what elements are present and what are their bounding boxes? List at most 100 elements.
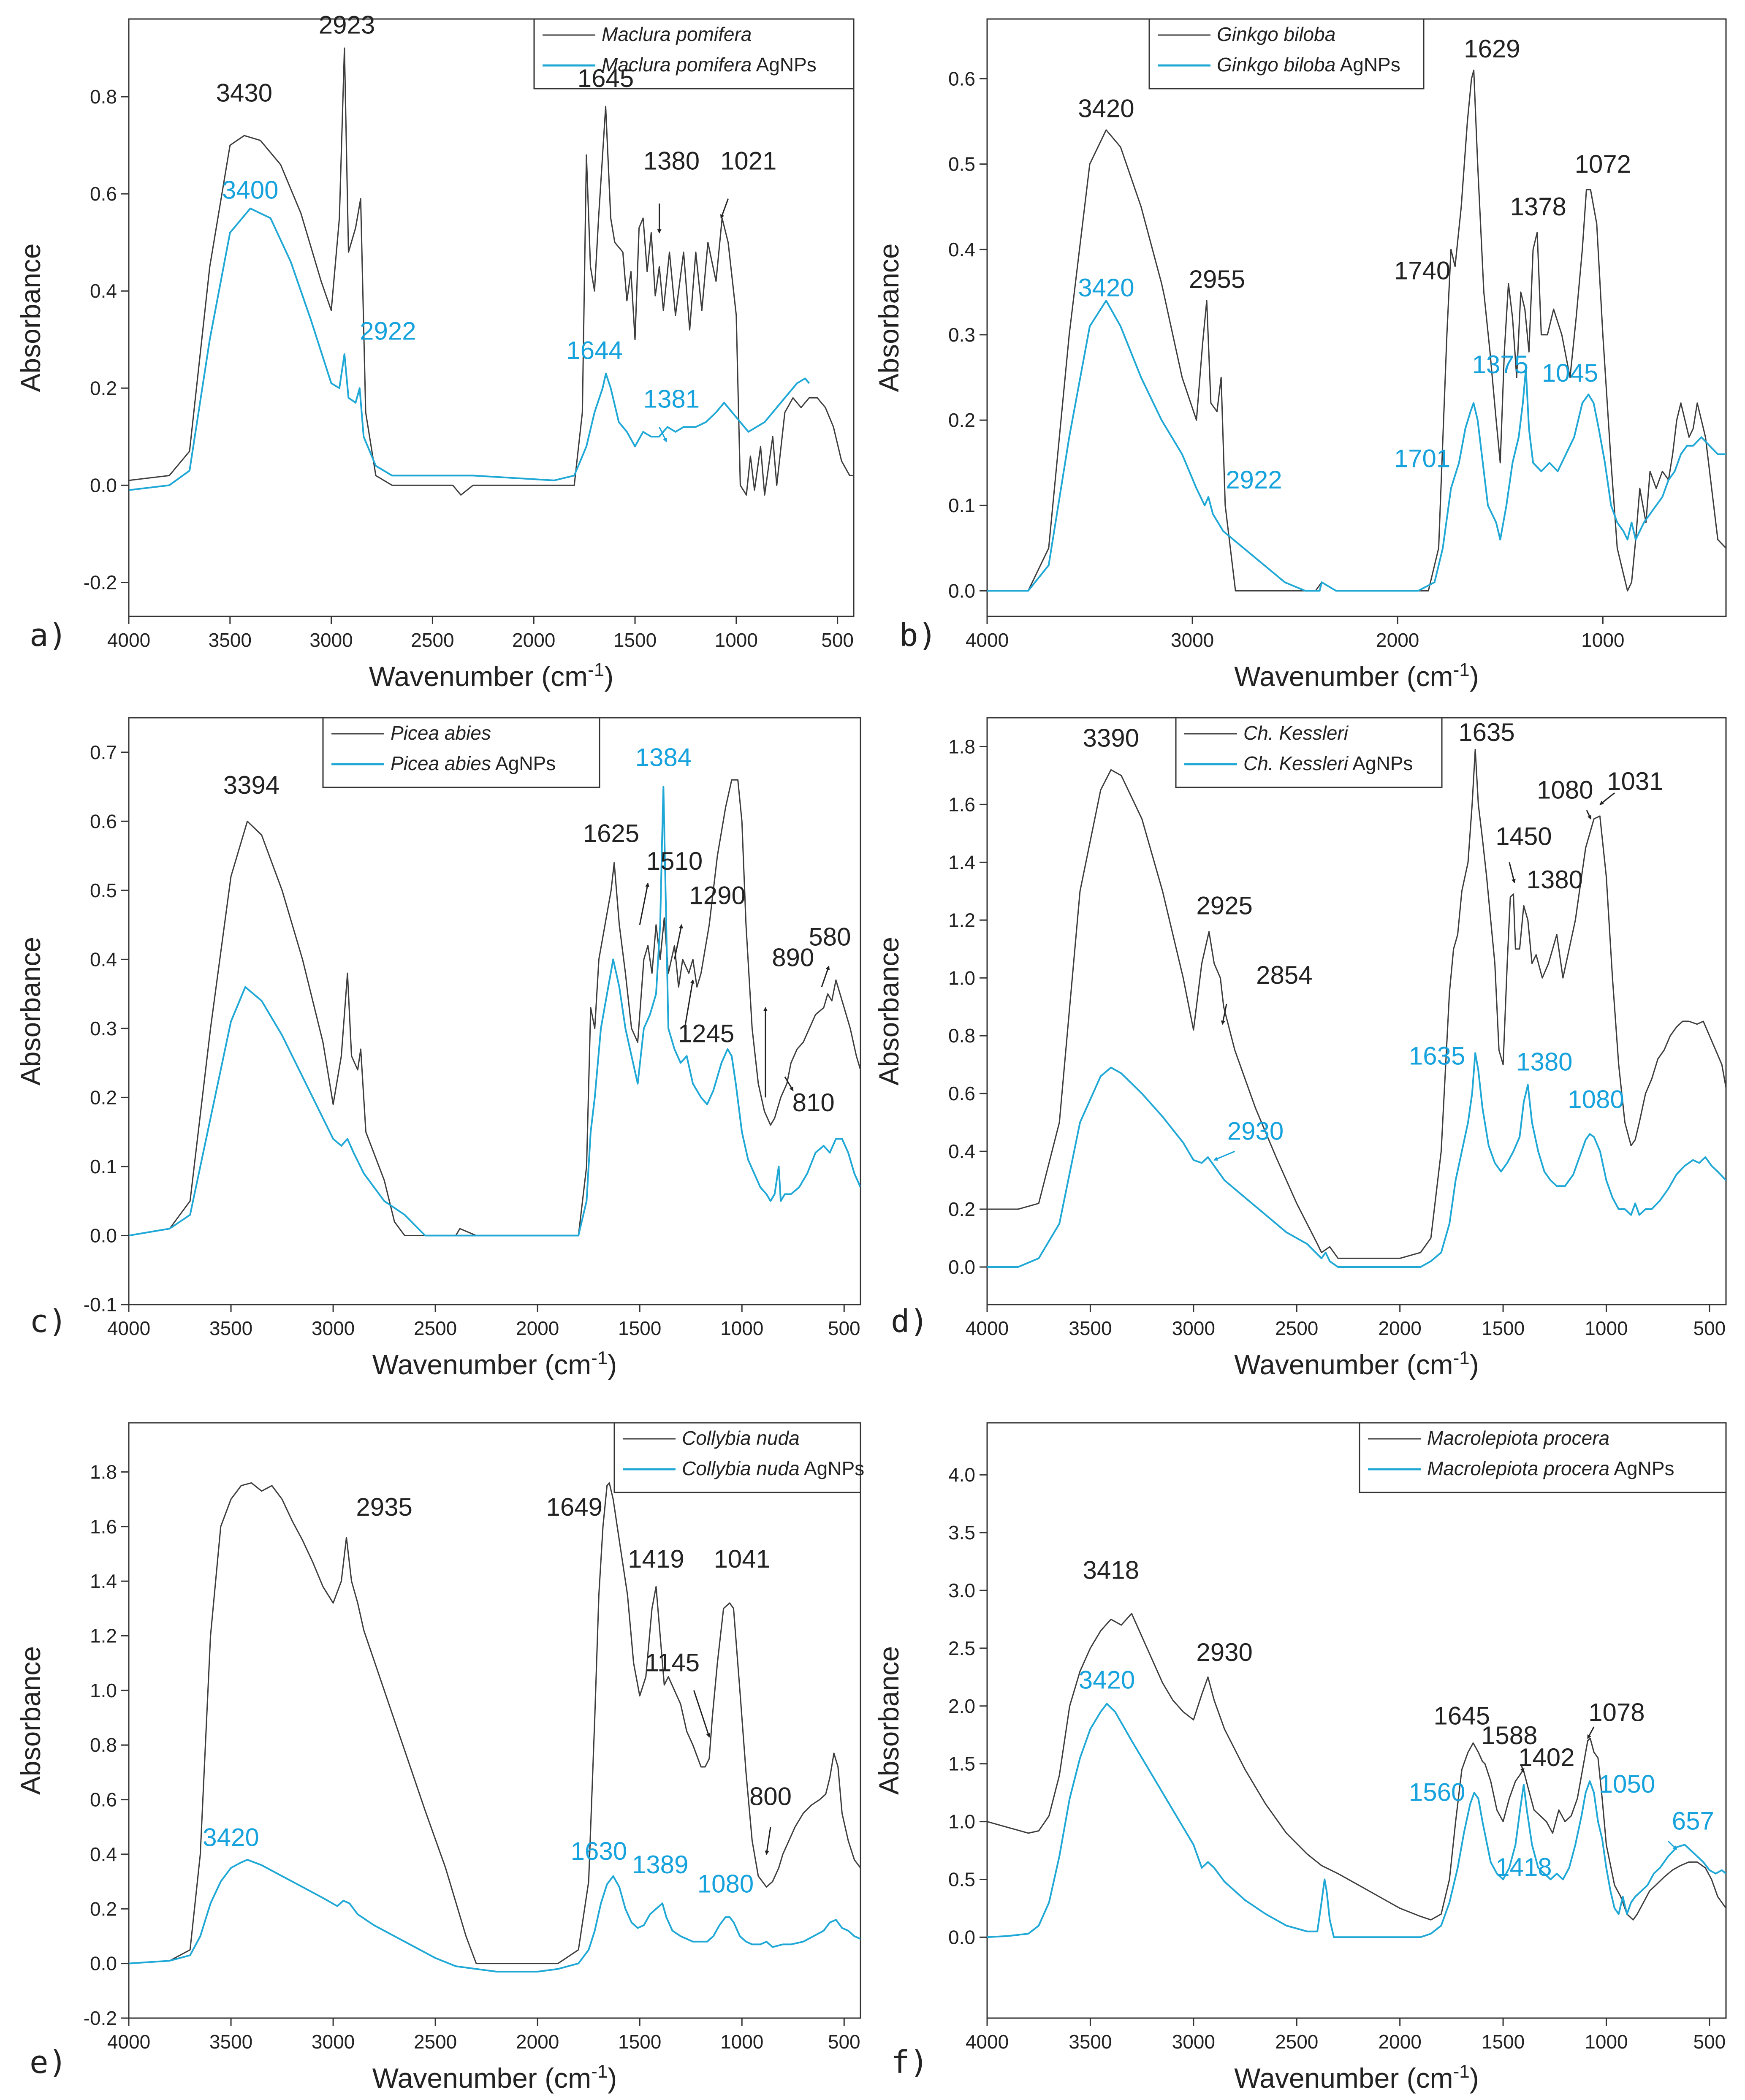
y-tick-label: 0.4 <box>90 948 117 970</box>
x-tick-label: 3000 <box>1171 629 1214 651</box>
y-tick-label: 0.2 <box>90 1086 117 1108</box>
y-tick-label: 1.5 <box>948 1753 975 1775</box>
panel-f: 4000 3500 3000 2500 2000 1500 1000 500 0.0 0.5 1.0… <box>873 1422 1727 2094</box>
peak-label-extract: 1645 <box>578 64 634 92</box>
plot-frame <box>986 1422 1727 2019</box>
panel-letter: e) <box>30 2044 67 2081</box>
y-axis-label: Absorbance <box>15 937 46 1085</box>
x-tick-label: 3500 <box>1069 1317 1112 1339</box>
peak-label-agnps: 1380 <box>1516 1047 1572 1076</box>
peak-label-agnps: 1635 <box>1409 1042 1465 1070</box>
peak-label-extract: 1635 <box>1458 718 1514 746</box>
series-line-extract <box>129 1482 860 1964</box>
x-tick-label: 3000 <box>309 629 353 651</box>
legend: Ginkgo biloba Ginkgo biloba AgNPs <box>1148 18 1425 90</box>
x-tick-label: 3000 <box>1172 2031 1215 2053</box>
peak-label-extract: 1649 <box>546 1493 602 1521</box>
legend-entry: Picea abies <box>391 722 491 744</box>
annotation-arrow <box>1586 810 1592 820</box>
peak-label-extract: 2930 <box>1196 1638 1252 1666</box>
annotation-arrow <box>639 882 649 925</box>
peak-label-extract: 580 <box>809 923 851 951</box>
y-axis-label: Absorbance <box>873 937 904 1085</box>
peak-label-extract: 1645 <box>1434 1702 1490 1730</box>
legend-entry: Maclura pomifera AgNPs <box>602 54 817 76</box>
x-tick-label: 2500 <box>414 1317 457 1339</box>
y-tick-label: 0.7 <box>90 741 117 763</box>
series-line-extract <box>987 1613 1726 1921</box>
y-tick-label: 1.4 <box>90 1570 117 1592</box>
peak-label-agnps: 1630 <box>571 1837 627 1865</box>
panel-letter: b) <box>899 617 937 654</box>
panel-b: 4000 3000 2000 1000 0.0 0.1 0.2 0.3 0.4 0.5 0.6 Wav… <box>873 18 1727 692</box>
peak-label-agnps: 1644 <box>566 336 622 364</box>
legend-box <box>1148 18 1425 90</box>
annotation-arrow <box>693 1690 711 1738</box>
y-tick-label: -0.2 <box>84 2007 117 2029</box>
y-axis-label: Absorbance <box>15 1646 46 1795</box>
y-tick-label: 0.4 <box>948 1140 975 1162</box>
x-axis-label: Wavenumber (cm-1) <box>369 659 613 692</box>
y-axis-label: Absorbance <box>873 243 904 392</box>
x-tick-label: 3500 <box>209 2031 252 2053</box>
annotation-arrow <box>1587 1726 1595 1739</box>
legend: Maclura pomifera Maclura pomifera AgNPs <box>533 18 855 90</box>
x-tick-label: 1000 <box>1585 2031 1628 2053</box>
peak-label-agnps: 657 <box>1672 1807 1714 1835</box>
series-line-extract <box>987 749 1726 1259</box>
peak-label-extract: 1080 <box>1537 776 1593 804</box>
x-tick-label: 3000 <box>1172 1317 1215 1339</box>
y-tick-label: 0.8 <box>90 1734 117 1756</box>
y-tick-label: 0.5 <box>948 1868 975 1890</box>
x-tick-label: 4000 <box>107 2031 150 2053</box>
panel-letter: d) <box>891 1303 928 1340</box>
y-tick-label: 0.4 <box>90 280 117 302</box>
peak-label-extract: 2935 <box>356 1493 412 1521</box>
annotation-arrow <box>821 965 830 988</box>
y-tick-label: 0.1 <box>948 494 975 516</box>
legend-entry: Collybia nuda <box>682 1427 800 1449</box>
peak-label-extract: 1419 <box>628 1545 684 1573</box>
peak-label-agnps: 2922 <box>360 317 416 345</box>
panel-c: 4000 3500 3000 2500 2000 1500 1000 500 -0.1 0.0 0.… <box>15 717 861 1380</box>
y-tick-label: 0.5 <box>948 153 975 175</box>
annotation-arrow <box>1599 792 1615 805</box>
annotation-arrow <box>720 198 729 219</box>
peak-label-extract: 2923 <box>319 11 375 39</box>
y-axis-label: Absorbance <box>15 243 46 392</box>
x-axis-label: Wavenumber (cm-1) <box>1234 1348 1479 1380</box>
x-tick-label: 500 <box>828 1317 860 1339</box>
legend: Collybia nuda Collybia nuda AgNPs <box>613 1422 864 1493</box>
legend: Ch. Kessleri Ch. Kessleri AgNPs <box>1175 717 1443 788</box>
series-line-agnps <box>129 786 860 1237</box>
y-tick-label: 1.8 <box>90 1461 117 1483</box>
annotation-arrow <box>1668 1841 1677 1850</box>
peak-label-agnps: 2922 <box>1226 466 1282 494</box>
peak-label-extract: 890 <box>772 944 814 972</box>
series-line-agnps <box>129 1859 860 1972</box>
peak-label-agnps: 1381 <box>643 385 700 413</box>
x-tick-label: 3500 <box>1069 2031 1112 2053</box>
y-tick-label: 0.2 <box>90 377 117 399</box>
legend: Macrolepiota procera Macrolepiota procera… <box>1359 1422 1727 1493</box>
peak-label-agnps: 3420 <box>203 1823 259 1852</box>
peak-label-extract: 3420 <box>1078 94 1134 122</box>
y-tick-label: 0.4 <box>90 1843 117 1865</box>
legend-box <box>1359 1422 1727 1493</box>
x-tick-label: 2000 <box>1376 629 1419 651</box>
y-tick-label: 0.8 <box>90 86 117 108</box>
x-tick-label: 1000 <box>715 629 758 651</box>
x-tick-label: 2000 <box>1378 1317 1421 1339</box>
y-tick-label: 1.0 <box>90 1679 117 1701</box>
y-tick-label: 1.4 <box>948 851 975 873</box>
legend-box <box>1175 717 1443 788</box>
x-tick-label: 4000 <box>107 1317 150 1339</box>
peak-label-agnps: 1418 <box>1495 1853 1552 1881</box>
x-tick-label: 1000 <box>1581 629 1624 651</box>
x-axis-label: Wavenumber (cm-1) <box>372 1348 617 1380</box>
y-tick-label: 0.6 <box>948 1083 975 1104</box>
x-tick-label: 2500 <box>1275 1317 1318 1339</box>
peak-label-extract: 3394 <box>223 771 280 799</box>
legend-box <box>613 1422 861 1493</box>
y-tick-label: 0.6 <box>948 68 975 90</box>
